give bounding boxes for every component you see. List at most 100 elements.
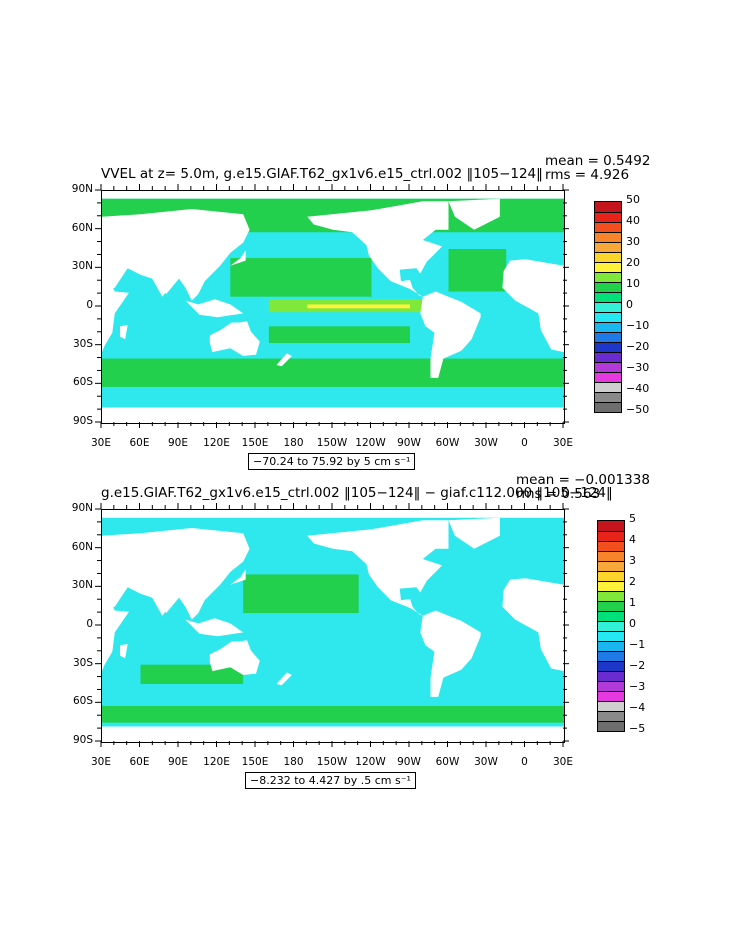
panel-2-range-box: −8.232 to 4.427 by .5 cm s⁻¹ [245,772,416,789]
panel-2-title: g.e15.GIAF.T62_gx1v6.e15_ctrl.002 ‖105−1… [101,485,613,501]
lat-label: 60N [71,540,93,553]
panel-1-mean: mean = 0.5492 [545,153,651,169]
panel-1-colorbar [594,201,622,413]
land-india [150,276,177,297]
ocean-field-equator-core [307,304,410,309]
lon-label: 150W [316,437,348,449]
land-arctic [102,510,564,517]
colorbar-swatch [595,362,621,372]
colorbar-swatch [595,332,621,342]
colorbar-label: −40 [626,382,650,395]
colorbar-swatch [598,561,624,571]
colorbar-swatch [598,641,624,651]
land-madagascar [120,644,128,659]
colorbar-swatch [598,581,624,591]
colorbar-label: 50 [626,193,640,206]
land-japan [230,569,246,585]
lon-label: 120W [355,756,386,768]
colorbar-label: −3 [629,680,646,693]
colorbar-swatch [595,272,621,282]
colorbar-swatch [598,541,624,551]
land-greenland [448,198,500,230]
land-india [150,595,177,616]
land-indonesia [185,299,244,318]
lon-label: 90W [397,756,421,768]
lon-label: 60E [129,437,150,449]
lat-label: 60N [71,221,93,234]
panel-1-range-box: −70.24 to 75.92 by 5 cm s⁻¹ [248,453,416,470]
colorbar-label: 0 [629,617,636,630]
colorbar-swatch [595,252,621,262]
land-north-america [307,201,449,297]
lon-label: 30E [553,756,573,768]
colorbar-swatch [595,322,621,332]
panel-2-map-svg [102,510,564,742]
land-arctic [102,191,564,198]
lat-label: 30S [72,337,93,350]
lat-label: 60S [72,695,93,708]
panel-2-mean: mean = −0.001338 [516,472,650,488]
lat-label: 0 [86,299,93,311]
lon-label: 150W [316,756,348,768]
colorbar-swatch [598,551,624,561]
land-australia [209,640,260,675]
colorbar-swatch [598,521,624,531]
lon-label: 150E [241,756,269,768]
colorbar-label: −1 [629,638,646,651]
colorbar-swatch [595,352,621,362]
land-indonesia [185,618,244,637]
panel-2-rms: rms = 0.563 [516,486,601,502]
land-eurasia [102,209,250,301]
colorbar-label: −5 [629,722,646,735]
panel-1-map [101,190,565,424]
land-south-america [420,610,481,697]
lon-label: 120W [355,437,386,449]
colorbar-swatch [595,372,621,382]
ocean-field-npac [243,574,359,614]
colorbar-label: −20 [626,340,650,353]
lon-label: 90W [397,437,421,449]
land-africa-west [502,578,564,672]
colorbar-label: 20 [626,256,640,269]
land-new-zealand [276,353,292,367]
colorbar-label: 5 [629,512,636,525]
lon-label: 60W [435,756,460,768]
land-eurasia [102,528,250,620]
lon-label: 30W [474,756,498,768]
colorbar-label: 1 [629,596,636,609]
land-madagascar [120,325,128,340]
lon-label: 180 [283,437,304,449]
ocean-field-npac [230,258,372,297]
colorbar-swatch [595,392,621,402]
colorbar-swatch [595,212,621,222]
land-antarctica [102,726,564,742]
land-greenland [448,517,500,549]
colorbar-swatch [598,701,624,711]
colorbar-label: −2 [629,659,646,672]
land-north-america [307,520,449,616]
colorbar-label: −50 [626,403,650,416]
panel-1-map-svg [102,191,564,423]
ocean-field-south [102,358,564,387]
colorbar-label: −30 [626,361,650,374]
colorbar-swatch [598,651,624,661]
colorbar-label: −4 [629,701,646,714]
colorbar-swatch [595,382,621,392]
panel-2-map [101,509,565,743]
colorbar-swatch [598,601,624,611]
colorbar-swatch [598,681,624,691]
colorbar-swatch [598,611,624,621]
lat-label: 90S [72,734,93,746]
lat-label: 90S [72,415,93,427]
land-antarctica [102,407,564,423]
colorbar-swatch [595,222,621,232]
colorbar-label: 40 [626,214,640,227]
land-south-america [420,291,481,378]
colorbar-swatch [598,721,624,731]
colorbar-swatch [595,342,621,352]
lat-label: 90N [71,502,93,514]
colorbar-label: 2 [629,575,636,588]
ocean-field-spac [268,326,410,344]
panel-1-rms: rms = 4.926 [545,167,630,183]
lon-label: 60W [435,437,460,449]
